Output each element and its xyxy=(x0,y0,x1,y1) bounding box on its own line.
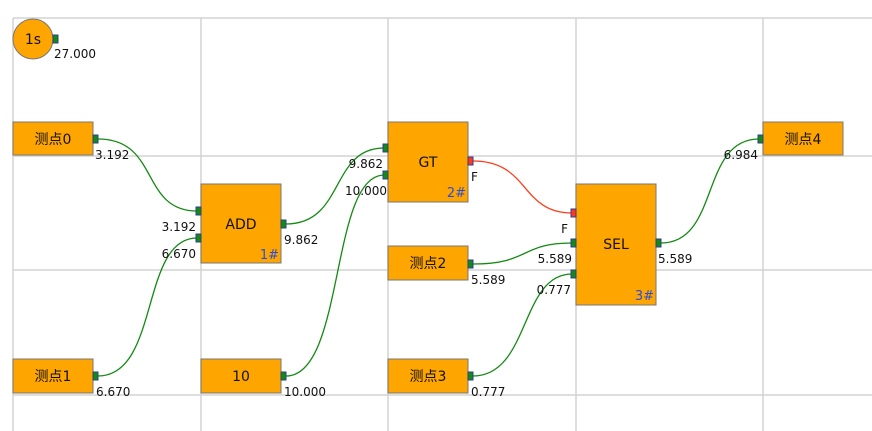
port-gt-in2[interactable] xyxy=(382,170,389,180)
value-label: 3.192 xyxy=(95,148,129,162)
value-label: F xyxy=(561,222,568,236)
wire-p2-sel[interactable] xyxy=(472,242,573,265)
port-p2-out[interactable] xyxy=(467,259,474,269)
value-label: 5.589 xyxy=(658,252,692,266)
port-timer-out[interactable] xyxy=(52,34,59,44)
timer-label: 1s xyxy=(25,32,41,48)
value-label: 0.777 xyxy=(471,385,505,399)
port-gt-in1[interactable] xyxy=(382,143,389,153)
port-sel-in3[interactable] xyxy=(570,269,577,279)
port-add-in1[interactable] xyxy=(195,206,202,216)
node-label: 测点3 xyxy=(410,369,447,385)
wire-sel-p4[interactable] xyxy=(660,138,760,244)
node-id: 3# xyxy=(635,289,654,304)
node-label: SEL xyxy=(603,237,629,253)
node-label: 测点4 xyxy=(785,132,822,148)
value-label: 9.862 xyxy=(349,157,383,171)
wire-add-gt[interactable] xyxy=(285,147,385,225)
value-label: 5.589 xyxy=(538,252,572,266)
port-p1-out[interactable] xyxy=(92,371,99,381)
node-p4[interactable] xyxy=(762,121,844,156)
node-id: 1# xyxy=(260,248,279,263)
value-label: 27.000 xyxy=(54,47,96,61)
port-add-out[interactable] xyxy=(280,219,287,229)
wire-gt-sel[interactable] xyxy=(472,160,573,214)
port-add-in2[interactable] xyxy=(195,233,202,243)
value-label: 10.000 xyxy=(345,184,387,198)
port-sel-out[interactable] xyxy=(655,238,662,248)
node-const-10[interactable] xyxy=(200,358,282,394)
port-10-out[interactable] xyxy=(280,371,287,381)
port-p3-out[interactable] xyxy=(467,371,474,381)
node-label: GT xyxy=(419,155,438,171)
node-id: 2# xyxy=(447,186,466,201)
node-p1[interactable] xyxy=(12,358,94,394)
wire-p1-add[interactable] xyxy=(97,237,198,377)
value-label: 6.670 xyxy=(96,385,130,399)
value-label: 10.000 xyxy=(284,385,326,399)
node-sel[interactable] xyxy=(575,183,657,306)
node-label: 10 xyxy=(232,369,250,385)
wire-p0-add[interactable] xyxy=(97,138,198,212)
node-label: 测点0 xyxy=(35,132,72,148)
value-label: 6.984 xyxy=(724,148,758,162)
port-gt-out[interactable] xyxy=(467,156,474,166)
value-label: 0.777 xyxy=(537,283,571,297)
value-label: F xyxy=(471,170,478,184)
value-label: 9.862 xyxy=(284,233,318,247)
value-label: 3.192 xyxy=(162,220,196,234)
port-p0-out[interactable] xyxy=(92,134,99,144)
node-label: ADD xyxy=(225,217,256,233)
port-sel-in2[interactable] xyxy=(570,238,577,248)
node-add[interactable] xyxy=(200,183,282,264)
node-label: 测点1 xyxy=(35,369,72,385)
node-p2[interactable] xyxy=(387,245,469,281)
value-label: 5.589 xyxy=(471,273,505,287)
port-sel-in1[interactable] xyxy=(570,208,577,218)
port-p4-in[interactable] xyxy=(757,134,764,144)
node-label: 测点2 xyxy=(410,256,447,272)
wire-p3-sel[interactable] xyxy=(472,273,573,377)
wire-10-gt[interactable] xyxy=(285,174,385,377)
value-label: 6.670 xyxy=(162,247,196,261)
